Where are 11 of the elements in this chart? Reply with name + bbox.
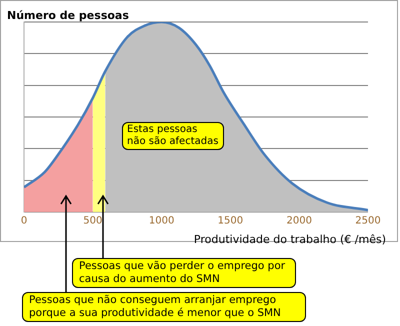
text: Pessoas que vão perder o emprego por causa do aumento do SMN: [72, 258, 296, 288]
x-tick-label: 500: [83, 216, 102, 227]
x-tick-label: 2500: [355, 216, 381, 227]
x-tick-label: 0: [20, 216, 28, 227]
x-tick-label: 2000: [286, 216, 312, 227]
x-axis-title: Produtividade do trabalho (€ /mês): [194, 233, 386, 246]
x-tick-label: 1500: [218, 216, 244, 227]
annotation: Estas pessoas não são afectadas: [122, 122, 224, 150]
y-axis-title: Número de pessoas: [7, 9, 129, 22]
text: Pessoas que não conseguem arranjar emprego porque a sua produtividade é menor que o SMN: [22, 292, 306, 322]
x-tick-label: 1000: [148, 216, 174, 227]
